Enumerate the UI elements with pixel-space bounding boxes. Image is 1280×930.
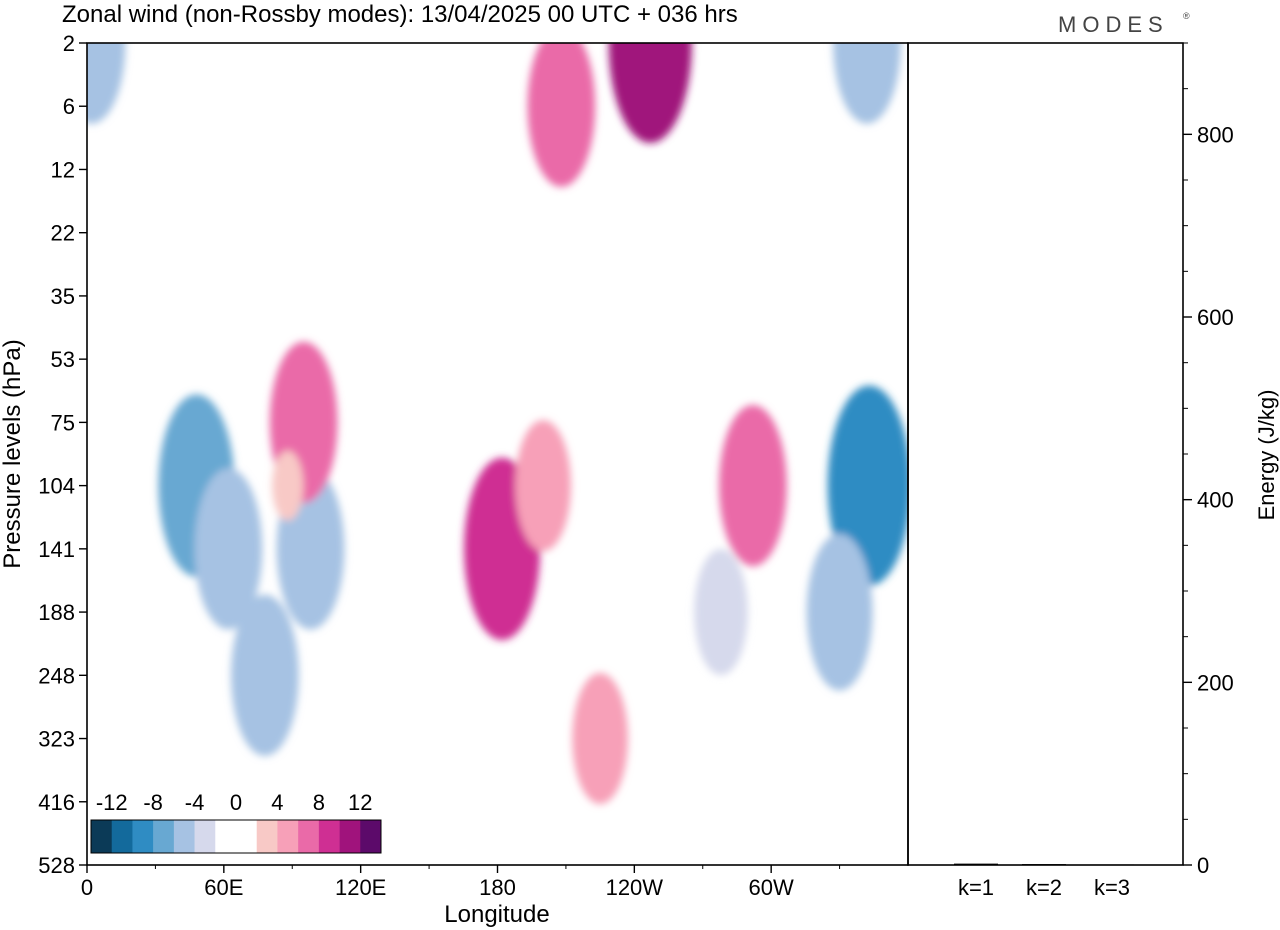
x-axis: 0 60E 120E 180 120W 60W [81, 865, 841, 900]
colorbar-tick-label: 0 [230, 790, 242, 815]
energy-bar [954, 863, 998, 865]
x-tick-label: 60W [749, 875, 794, 900]
colorbar-swatch [236, 820, 258, 853]
y-tick-label: 188 [38, 600, 75, 625]
colorbar-tick-label: 12 [348, 790, 372, 815]
y-tick-label: 12 [51, 157, 75, 182]
colorbar-border [90, 819, 382, 854]
x-tick-label: 180 [479, 875, 516, 900]
x-tick-label: 60E [204, 875, 243, 900]
x-axis-label: Longitude [444, 901, 549, 928]
y-tick-label: 141 [38, 537, 75, 562]
westerly-contour [515, 420, 571, 552]
easterly-contour [194, 468, 263, 630]
y-tick-label: 323 [38, 727, 75, 752]
energy-tick-label: 0 [1197, 853, 1209, 878]
colorbar-swatch [360, 820, 382, 853]
y-axis-label: Pressure levels (hPa) [0, 339, 26, 568]
colorbar-swatch [153, 820, 175, 853]
westerly-contour [272, 450, 304, 521]
y-tick-label: 248 [38, 663, 75, 688]
colorbar-tick-label: 8 [313, 790, 325, 815]
y-tick-label: 2 [63, 31, 75, 56]
energy-axis: 0 200 400 600 800 [1183, 42, 1234, 878]
energy-tick-label: 200 [1197, 670, 1234, 695]
y-axis: 2 6 12 22 35 53 75 104 141 188 248 323 416 528 [38, 31, 87, 878]
colorbar-tick-label: -4 [185, 790, 205, 815]
y-tick-label: 53 [51, 347, 75, 372]
easterly-contour [833, 43, 901, 124]
colorbar-swatch [298, 820, 320, 853]
colorbar-swatch [132, 820, 154, 853]
easterly-contour [231, 594, 299, 756]
easterly-contour [827, 385, 908, 586]
energy-category-label: k=1 [958, 875, 994, 900]
y-tick-label: 6 [63, 94, 75, 119]
colorbar-swatch [194, 820, 216, 853]
colorbar-tick-label: -12 [96, 790, 128, 815]
colorbar-swatch [339, 820, 361, 853]
y-tick-label: 35 [51, 284, 75, 309]
energy-axis-label: Energy (J/kg) [1254, 390, 1279, 521]
colorbar-swatch [111, 820, 133, 853]
energy-tick-label: 800 [1197, 122, 1234, 147]
logo-registered-mark: ® [1183, 11, 1190, 21]
easterly-contour [87, 43, 126, 124]
westerly-contour [572, 673, 628, 805]
colorbar-swatch [318, 820, 340, 853]
colorbar-swatch [215, 820, 237, 853]
chart-title: Zonal wind (non-Rossby modes): 13/04/202… [62, 1, 738, 28]
y-tick-label: 528 [38, 853, 75, 878]
energy-category-label: k=3 [1094, 875, 1130, 900]
y-tick-label: 104 [38, 474, 75, 499]
colorbar-swatch [256, 820, 278, 853]
energy-panel-frame [907, 42, 1184, 866]
energy-tick-label: 400 [1197, 488, 1234, 513]
energy-tick-label: 600 [1197, 305, 1234, 330]
x-tick-label: 120W [606, 875, 664, 900]
colorbar-swatch [173, 820, 195, 853]
x-tick-label: 120E [335, 875, 386, 900]
easterly-contour [413, 324, 445, 395]
energy-category-label: k=2 [1026, 875, 1062, 900]
energy-bar [1090, 864, 1134, 866]
easterly-contour [806, 533, 873, 691]
wind-field [87, 43, 908, 805]
colorbar-tick-label: 4 [271, 790, 283, 815]
energy-bar [1022, 864, 1066, 866]
westerly-contour [608, 43, 692, 143]
easterly-contour [694, 549, 748, 676]
colorbar-tick-label: -8 [143, 790, 163, 815]
colorbar-swatch [91, 820, 113, 853]
westerly-contour [527, 43, 596, 187]
colorbar-swatches [90, 819, 382, 854]
y-tick-label: 22 [51, 221, 75, 246]
colorbar-tick-labels: -12 -8 -4 0 4 8 12 [96, 790, 373, 815]
x-tick-label: 0 [81, 875, 93, 900]
y-tick-label: 75 [51, 410, 75, 435]
y-tick-label: 416 [38, 790, 75, 815]
energy-bars: k=1 k=2 k=3 [954, 863, 1134, 900]
colorbar: -12 -8 -4 0 4 8 12 [89, 788, 385, 855]
wind-field-contours [87, 43, 908, 805]
westerly-contour [719, 404, 787, 567]
colorbar-swatch [277, 820, 299, 853]
modes-logo: MODES [1058, 12, 1169, 37]
